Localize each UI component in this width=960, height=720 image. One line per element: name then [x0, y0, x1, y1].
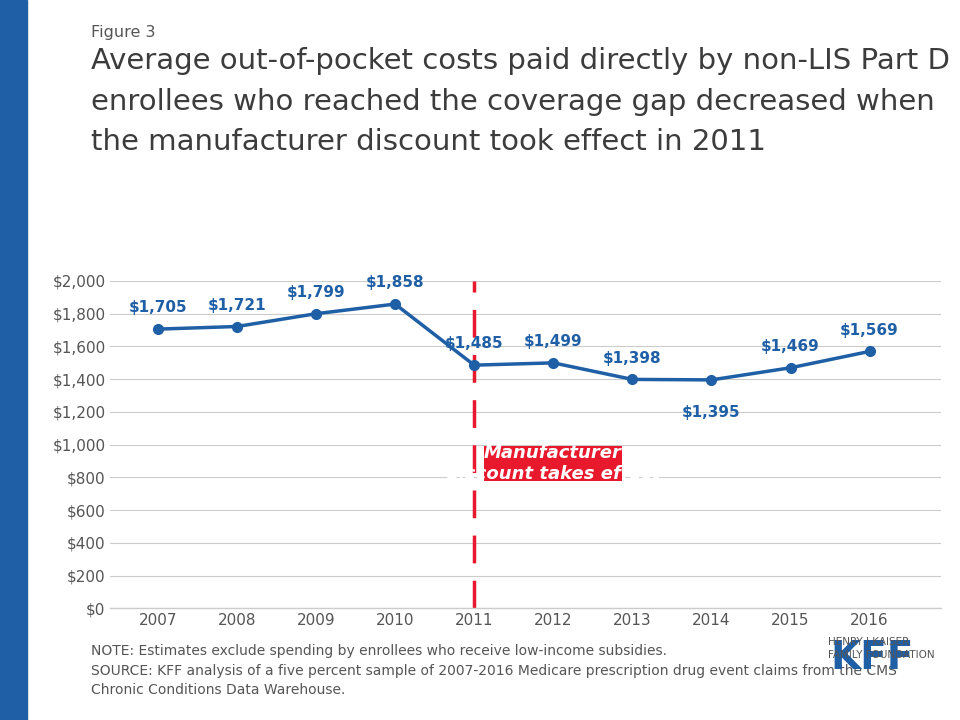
Text: $1,395: $1,395 [683, 405, 741, 420]
Text: NOTE: Estimates exclude spending by enrollees who receive low-income subsidies.
: NOTE: Estimates exclude spending by enro… [91, 644, 897, 698]
Text: enrollees who reached the coverage gap decreased when: enrollees who reached the coverage gap d… [91, 88, 935, 116]
Text: $1,799: $1,799 [287, 285, 346, 300]
Text: $1,398: $1,398 [603, 351, 661, 366]
Text: KFF: KFF [830, 639, 914, 677]
Text: $1,705: $1,705 [129, 300, 187, 315]
Text: Manufacturer
discount takes effect: Manufacturer discount takes effect [445, 444, 660, 483]
Text: $1,569: $1,569 [840, 323, 899, 338]
Text: $1,721: $1,721 [207, 297, 266, 312]
Text: HENRY J KAISER
FAMILY FOUNDATION: HENRY J KAISER FAMILY FOUNDATION [828, 637, 935, 660]
Text: Average out-of-pocket costs paid directly by non-LIS Part D: Average out-of-pocket costs paid directl… [91, 47, 950, 75]
Text: $1,499: $1,499 [524, 334, 583, 349]
Text: the manufacturer discount took effect in 2011: the manufacturer discount took effect in… [91, 128, 766, 156]
Text: $1,485: $1,485 [444, 336, 503, 351]
Text: $1,469: $1,469 [761, 339, 820, 354]
Text: $1,858: $1,858 [366, 275, 424, 290]
Text: Figure 3: Figure 3 [91, 25, 156, 40]
FancyBboxPatch shape [484, 446, 622, 481]
